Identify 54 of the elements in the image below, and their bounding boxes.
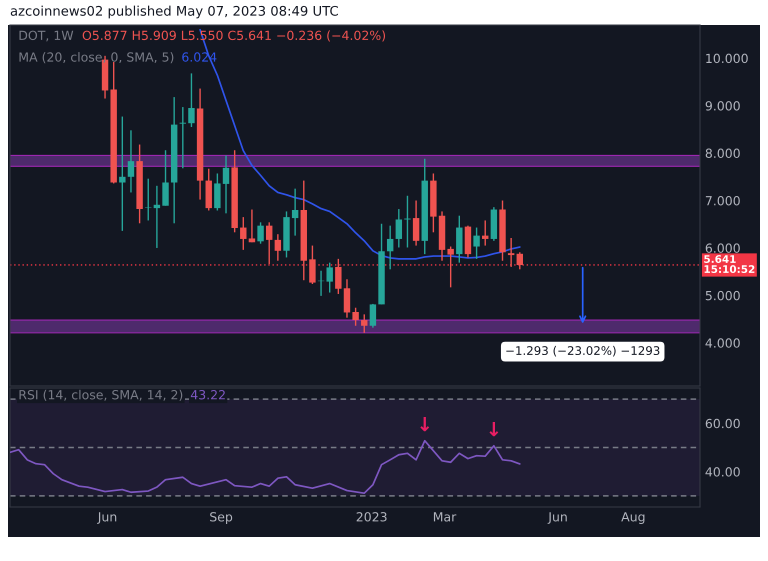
x-tick-label: Jun [97, 512, 116, 524]
candlestick [145, 178, 152, 222]
candlestick [516, 252, 523, 270]
candlestick [361, 314, 368, 334]
line-series [10, 440, 521, 494]
candlestick [404, 195, 411, 248]
x-tick-label: 2023 [356, 512, 387, 522]
candlestick [222, 154, 230, 214]
candlestick [119, 116, 126, 232]
candlestick [508, 237, 514, 268]
candlestick [128, 130, 134, 194]
candlestick [482, 220, 488, 246]
candlestick [274, 234, 282, 262]
candlestick [318, 270, 324, 297]
y-tick-label: 60.00 [706, 418, 740, 428]
candlestick [335, 258, 342, 295]
x-tick-label: Jun [548, 512, 567, 524]
text: RSI (14, close, SMA, 14, 2) [20, 390, 182, 401]
candlestick [154, 185, 160, 249]
candlestick [162, 150, 169, 206]
chart-title: DOT, 1W [20, 30, 74, 42]
annotation: ↓ [420, 416, 430, 432]
candlestick [370, 303, 376, 328]
y-tick-label: 7.000 [706, 196, 740, 206]
candlestick [309, 244, 316, 285]
y-tick-label: 10.000 [706, 54, 748, 64]
y-tick-label: 9.000 [706, 101, 740, 111]
candlestick [412, 200, 420, 246]
y-tick-label: 8.000 [706, 148, 740, 158]
y-tick-label: 40.00 [705, 467, 740, 477]
candlestick [266, 222, 272, 265]
annotation: 43.22 [190, 390, 225, 400]
candlestick [292, 188, 298, 236]
annotation: −1.293 (−23.02%) −1293 [506, 346, 660, 356]
candlestick [352, 307, 359, 326]
candlestick [386, 224, 394, 270]
y-tick-label: 4.000 [705, 338, 740, 348]
x-tick-label: Sep [210, 512, 232, 524]
candlestick [396, 208, 402, 248]
candlestick [447, 246, 454, 288]
x-tick-label: Aug [621, 512, 644, 524]
candlestick [257, 222, 264, 244]
annotation: ↓ [489, 422, 498, 436]
candlestick [248, 208, 256, 243]
y-tick-label: 6.000 [706, 243, 740, 253]
candlestick [188, 72, 195, 128]
candlestick [326, 262, 333, 294]
x-tick-label: Mar [434, 512, 456, 522]
ref-line-label: 5.641 15:10:52 [704, 255, 754, 274]
candlestick [240, 216, 246, 251]
candlestick [473, 226, 480, 260]
y-tick-label: 5.000 [706, 290, 740, 300]
candlestick [180, 106, 186, 169]
text: azcoinnews02 published May 07, 2023 08:49 UTC [10, 6, 338, 18]
